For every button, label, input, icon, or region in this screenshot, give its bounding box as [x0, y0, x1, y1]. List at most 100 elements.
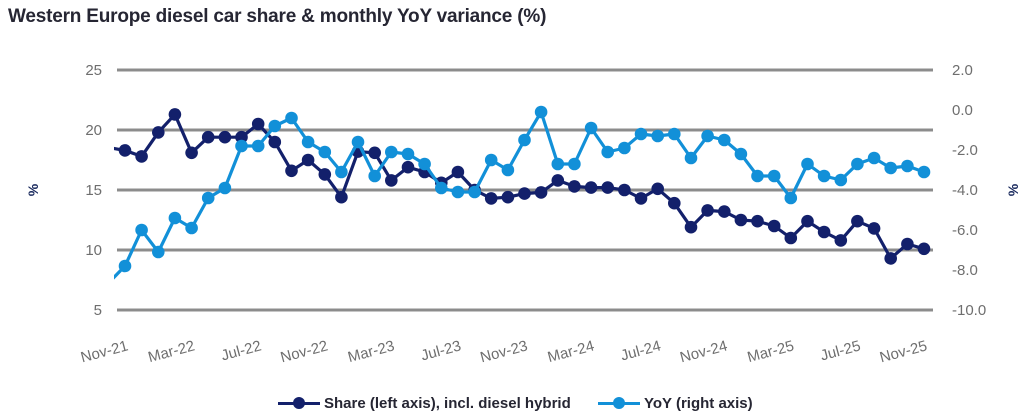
share-point-Jan-25 [751, 214, 764, 228]
share-point-Sep-24 [684, 220, 698, 234]
legend-share-label: Share (left axis), incl. diesel hybrid [324, 394, 571, 412]
yoy-point-Jun-25 [834, 173, 848, 187]
left-tick-label: 15 [85, 182, 102, 199]
yoy-point-Mar-22 [185, 221, 198, 235]
share-point-Feb-23 [368, 146, 382, 160]
share-point-Jun-25 [834, 234, 848, 247]
series-share [114, 108, 931, 265]
yoy-point-Aug-24 [668, 127, 681, 141]
share-point-Nov-21 [118, 144, 132, 157]
yoy-point-Jan-24 [551, 157, 565, 171]
share-point-Dec-23 [534, 186, 548, 199]
yoy-point-Dec-21 [135, 223, 148, 237]
yoy-point-Nov-22 [318, 145, 332, 159]
yoy-point-Sep-23 [484, 153, 498, 167]
yoy-point-Sep-22 [285, 111, 298, 125]
yoy-point-Jun-24 [634, 127, 648, 141]
share-point-Feb-22 [168, 108, 182, 121]
share-point-Aug-24 [668, 196, 681, 210]
right-tick-label: -4.0 [952, 182, 978, 199]
legend-item-share: Share (left axis), incl. diesel hybrid [278, 392, 571, 414]
share-point-Oct-23 [501, 190, 515, 204]
x-tick-label: Mar-22 [146, 337, 196, 366]
yoy-point-Sep-24 [684, 151, 698, 165]
share-point-Jun-22 [235, 130, 248, 144]
share-point-Apr-24 [601, 181, 614, 194]
yoy-point-Oct-24 [701, 129, 714, 143]
left-axis-ticks: 25 20 15 10 5 [85, 62, 102, 319]
yoy-point-Jan-22 [152, 245, 165, 259]
x-tick-label: Mar-23 [346, 337, 396, 366]
share-point-Apr-22 [201, 130, 215, 144]
yoy-point-Jul-23 [451, 185, 465, 199]
legend-yoy-label: YoY (right axis) [644, 394, 753, 412]
right-axis-label: % [1005, 183, 1021, 196]
share-point-Mar-24 [584, 181, 598, 194]
left-tick-label: 25 [85, 62, 102, 79]
right-tick-label: 0.0 [952, 102, 973, 119]
share-point-Jul-22 [251, 117, 265, 131]
share-point-May-24 [618, 183, 631, 197]
share-point-Mar-22 [185, 146, 198, 160]
right-tick-label: -8.0 [952, 262, 978, 279]
series-yoy [114, 105, 931, 280]
share-point-Dec-22 [335, 190, 348, 204]
yoy-point-Jun-23 [435, 181, 448, 195]
share-point-Aug-22 [268, 135, 282, 149]
share-point-Feb-24 [568, 180, 581, 193]
yoy-point-Mar-25 [784, 191, 798, 205]
yoy-point-Sep-25 [884, 161, 897, 175]
x-tick-label: Nov-25 [878, 337, 929, 366]
yoy-point-Feb-24 [568, 157, 581, 171]
share-point-Nov-23 [518, 187, 531, 200]
share-point-Oct-24 [701, 204, 714, 217]
share-point-Dec-24 [734, 213, 748, 227]
right-axis-ticks: 2.0 0.0 -2.0 -4.0 -6.0 -8.0 -10.0 [952, 62, 986, 319]
chart-plot: 25 20 15 10 5 2.0 0.0 -2.0 -4.0 -6.0 -8.0 -10.0 No… [25, 62, 1021, 366]
legend-yoy-marker-icon [598, 397, 640, 409]
right-tick-label: 2.0 [952, 62, 973, 79]
yoy-point-May-24 [618, 141, 631, 155]
x-tick-label: Nov-23 [478, 337, 529, 366]
yoy-point-Jul-24 [651, 129, 664, 143]
left-tick-label: 5 [94, 302, 102, 319]
share-point-Jul-24 [651, 182, 664, 196]
chart-title: Western Europe diesel car share & monthl… [8, 6, 547, 27]
share-point-May-22 [218, 130, 232, 144]
legend-item-yoy: YoY (right axis) [598, 392, 753, 414]
yoy-point-Jun-22 [235, 139, 248, 153]
share-point-Jul-25 [851, 214, 864, 228]
yoy-point-Nov-21 [118, 259, 132, 273]
yoy-point-May-25 [817, 169, 831, 183]
yoy-point-Oct-22 [301, 135, 315, 149]
yoy-point-Aug-23 [468, 185, 481, 199]
share-point-Nov-24 [718, 205, 731, 218]
yoy-point-Jan-23 [351, 135, 365, 149]
yoy-point-Dec-23 [534, 105, 548, 119]
x-tick-label: Nov-24 [678, 337, 729, 366]
share-point-Jan-24 [551, 174, 565, 187]
yoy-point-Jul-22 [251, 139, 265, 153]
yoy-point-Oct-25 [901, 159, 914, 173]
share-point-Aug-25 [867, 222, 881, 235]
yoy-point-Nov-23 [518, 133, 531, 147]
x-tick-label: Jul-25 [819, 337, 863, 364]
yoy-point-May-23 [418, 157, 431, 171]
share-point-Feb-25 [767, 219, 781, 233]
share-point-Oct-22 [301, 153, 315, 167]
x-tick-label: Mar-24 [546, 337, 596, 366]
yoy-point-May-22 [218, 181, 232, 195]
yoy-point-Dec-22 [335, 165, 348, 179]
x-tick-label: Nov-21 [79, 337, 130, 366]
yoy-point-Oct-23 [501, 163, 515, 177]
share-point-Sep-22 [285, 164, 298, 178]
share-point-Jul-23 [451, 165, 465, 179]
yoy-point-Aug-22 [268, 119, 282, 133]
yoy-point-Nov-25 [917, 165, 931, 179]
yoy-point-Mar-24 [584, 121, 598, 135]
yoy-point-Feb-22 [168, 211, 182, 225]
share-point-Jan-22 [152, 126, 165, 139]
yoy-point-Aug-25 [867, 151, 881, 165]
legend-share-marker-icon [278, 397, 320, 409]
share-point-Nov-22 [318, 168, 332, 181]
